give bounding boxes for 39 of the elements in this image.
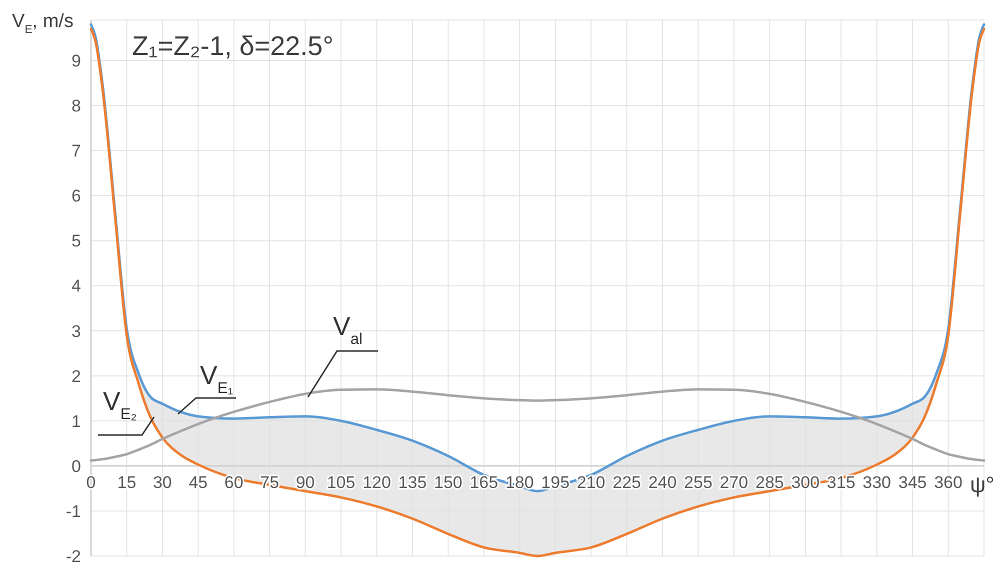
x-tick-label: 0 xyxy=(86,472,96,492)
x-tick-label: 285 xyxy=(755,472,784,492)
series-label: V$_{al}$ xyxy=(333,311,362,348)
series-label: V$_{E₁}$ xyxy=(200,360,234,396)
y-tick-label: 2 xyxy=(72,366,81,386)
series-label: V$_{E₂}$ xyxy=(103,386,137,422)
x-tick-label: 45 xyxy=(188,472,208,492)
x-tick-label: 105 xyxy=(326,472,356,492)
x-tick-label: 90 xyxy=(296,472,315,492)
x-tick-label: 345 xyxy=(898,472,927,492)
x-tick-label: 270 xyxy=(720,472,748,492)
x-tick-label: 150 xyxy=(434,472,462,492)
y-tick-label: 6 xyxy=(72,186,81,206)
x-tick-label: 210 xyxy=(576,472,606,492)
y-tick-label: 5 xyxy=(72,232,81,251)
y-tick-label: 7 xyxy=(72,142,81,161)
x-tick-label: 30 xyxy=(152,472,172,492)
y-tick-label: -2 xyxy=(66,547,81,566)
x-tick-label: 240 xyxy=(648,472,677,492)
y-tick-label: -1 xyxy=(66,502,81,521)
x-tick-label: 255 xyxy=(684,472,712,492)
y-tick-label: 8 xyxy=(72,96,81,116)
x-tick-label: 225 xyxy=(612,472,641,492)
x-tick-label: 60 xyxy=(224,472,244,492)
y-tick-label: 9 xyxy=(72,52,81,71)
x-axis-title: ψ° xyxy=(970,472,994,497)
y-tick-label: 3 xyxy=(72,322,81,341)
annotation: Z₁=Z₂-1, δ=22.5° xyxy=(132,31,334,61)
x-tick-label: 15 xyxy=(117,472,136,492)
y-tick-label: 0 xyxy=(72,456,81,476)
y-tick-label: 1 xyxy=(72,412,81,431)
x-tick-label: 135 xyxy=(398,472,427,492)
x-tick-label: 330 xyxy=(862,472,892,492)
x-tick-label: 120 xyxy=(362,472,391,492)
y-axis-title: V$_{E}$, m/s xyxy=(12,11,74,36)
x-tick-label: 165 xyxy=(470,472,498,492)
y-tick-label: 4 xyxy=(72,276,81,296)
x-tick-label: 360 xyxy=(934,472,962,492)
x-tick-label: 315 xyxy=(826,472,856,492)
